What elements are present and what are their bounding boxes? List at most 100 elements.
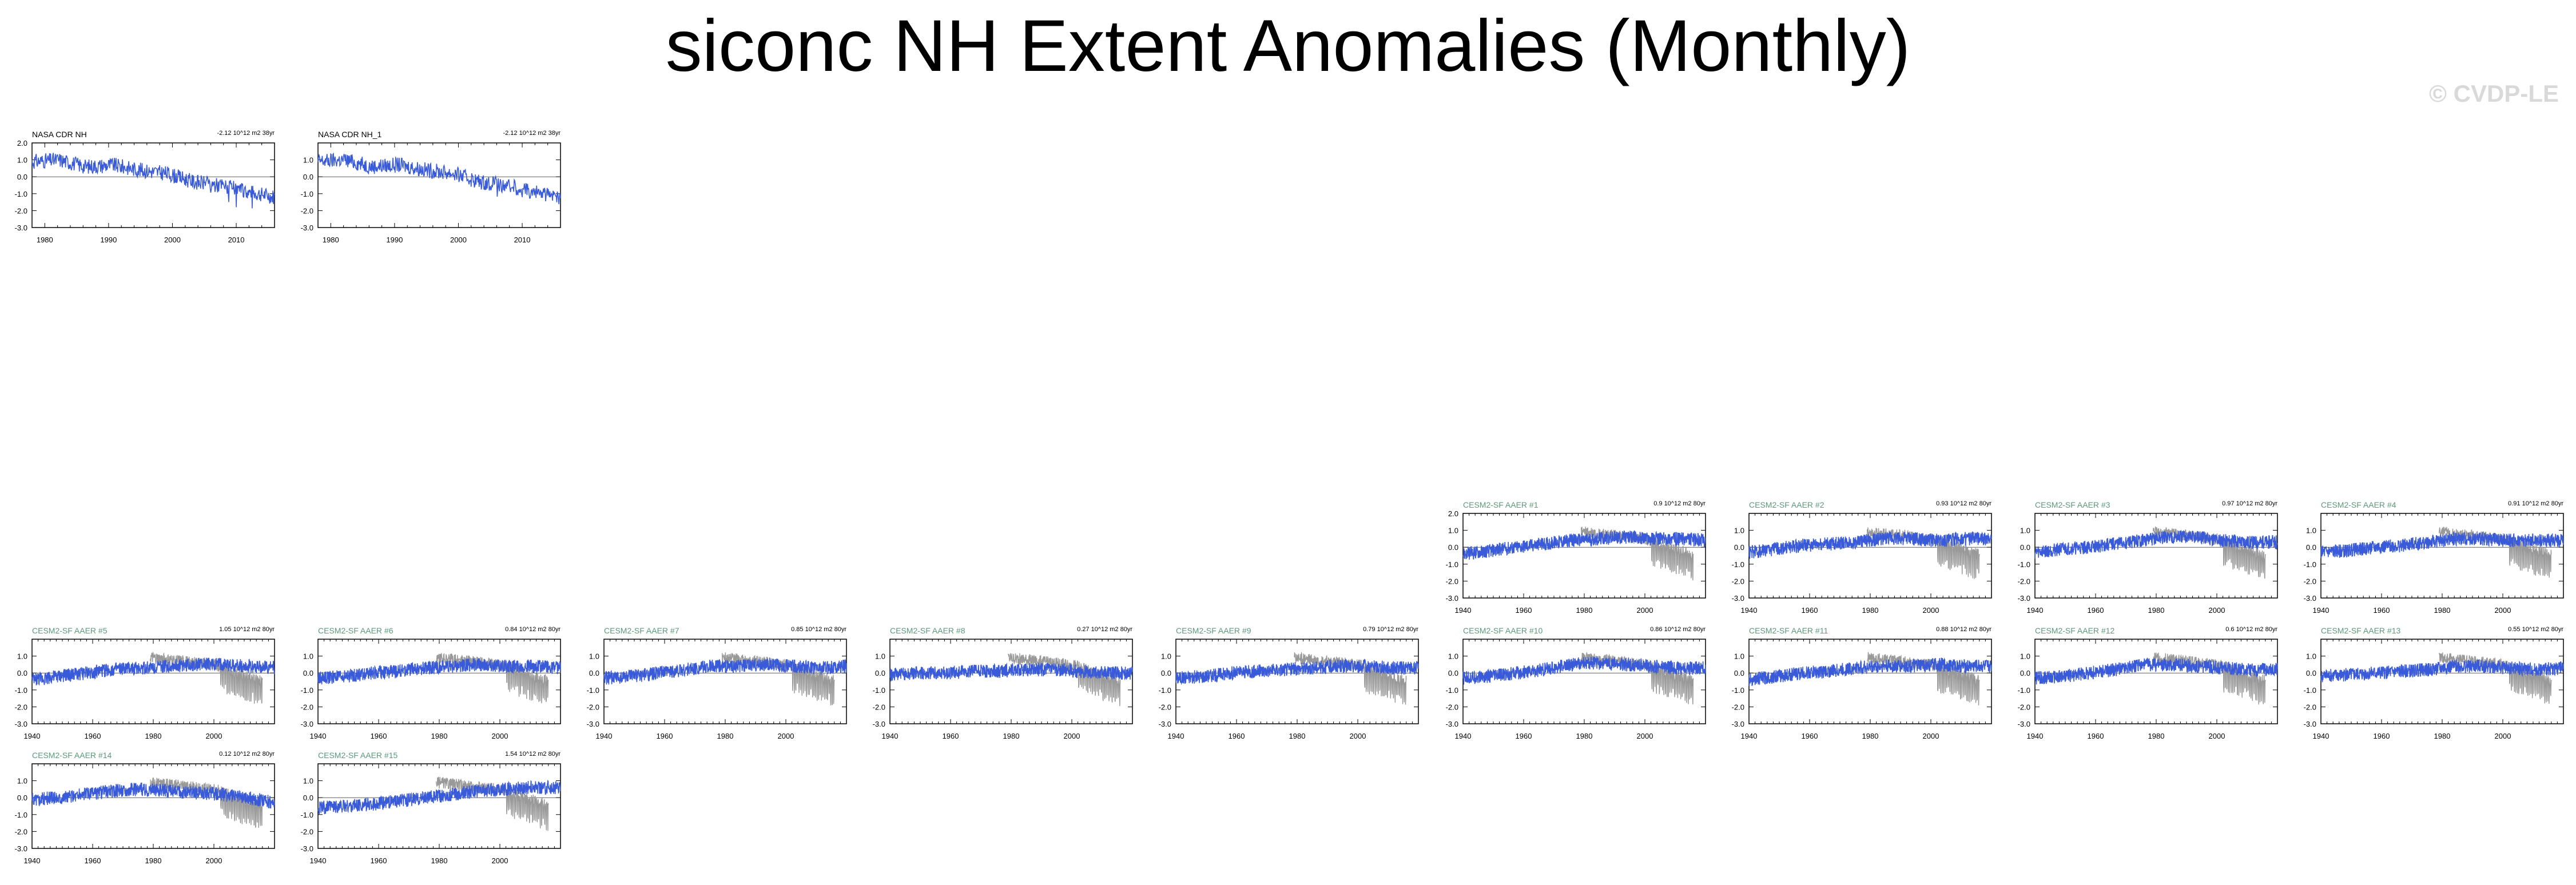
trend-label: 0.88 10^12 m2 80yr [1936,626,1991,633]
panel-7: CESM2-SF AAER #5 1.05 10^12 m2 80yr1.00.0… [15,626,275,740]
panel-6: CESM2-SF AAER #4 0.91 10^12 m2 80yr1.00.0… [2304,500,2564,615]
x-tick-label: 1940 [1741,732,1758,740]
trend-label: 0.91 10^12 m2 80yr [2508,500,2563,507]
x-tick-label: 1980 [431,856,448,865]
x-tick-label: 1960 [2374,606,2390,615]
x-tick-label: 1940 [1455,732,1472,740]
y-tick-label: -2.0 [2018,703,2030,711]
y-tick-label: -2.0 [15,827,27,836]
y-tick-label: -1.0 [15,190,27,198]
panel-1: NASA CDR NH -2.12 10^12 m2 38yr 2.0 1.0 0.0 -… [15,130,275,244]
y-tick-label: -3.0 [15,224,27,232]
y-tick-label: -3.0 [2304,594,2316,603]
x-tick-label: 1980 [2148,732,2165,740]
x-tick-label: 1960 [1516,606,1532,615]
y-tick-label: 1.0 [303,156,313,165]
y-tick-label: -3.0 [1732,594,1744,603]
x-tick-label: 2000 [450,236,467,244]
panel-16: CESM2-SF AAER #14 0.12 10^12 m2 80yr 1.0 0.… [15,751,275,865]
x-tick-label: 1980 [145,732,162,740]
obs-overlay-line [1008,653,1120,707]
x-tick-label: 1980 [37,236,53,244]
y-tick-label: 0.0 [303,669,313,677]
y-tick-label: 1.0 [2020,527,2030,535]
y-tick-label: -2.0 [1732,703,1744,711]
panel-10: CESM2-SF AAER #8 0.27 10^12 m2 80yr1.00.0… [873,626,1133,740]
y-tick-label: -1.0 [15,686,27,695]
panel-title: CESM2-SF AAER #11 [1749,626,1828,635]
y-tick-label: -3.0 [587,720,599,728]
x-tick-label: 1990 [386,236,403,244]
panel-14: CESM2-SF AAER #12 0.6 10^12 m2 80yr1.00.0… [2018,626,2278,740]
panel-title: NASA CDR NH_1 [318,130,381,139]
x-tick-label: 2000 [164,236,181,244]
y-tick-label: -3.0 [2304,720,2316,728]
trend-label: 0.12 10^12 m2 80yr [219,751,275,758]
y-tick-label: -1.0 [301,190,313,198]
y-tick-label: -3.0 [2018,594,2030,603]
obs-overlay-line [1867,652,1979,705]
x-tick-label: 1980 [1862,732,1879,740]
trend-label: 0.9 10^12 m2 80yr [1653,500,1706,507]
y-tick-label: -1.0 [1159,686,1171,695]
x-tick-label: 1990 [100,236,117,244]
x-tick-label: 1960 [1516,732,1532,740]
panel-title: CESM2-SF AAER #14 [32,751,112,760]
panel-13: CESM2-SF AAER #11 0.88 10^12 m2 80yr 1.0 0.… [1732,626,1992,740]
x-tick-label: 1980 [1289,732,1306,740]
x-tick-label: 1940 [310,732,327,740]
y-tick-label: 0.0 [2020,669,2030,677]
x-tick-label: 1940 [882,732,899,740]
x-tick-label: 1940 [2313,606,2329,615]
trend-label: 0.27 10^12 m2 80yr [1077,626,1132,633]
y-tick-label: -1.0 [301,686,313,695]
x-tick-label: 1940 [310,856,327,865]
x-tick-label: 1940 [596,732,613,740]
x-tick-label: 1940 [1168,732,1184,740]
y-tick-label: 1.0 [2020,652,2030,661]
y-tick-label: 0.0 [17,669,27,677]
panel-title: NASA CDR NH [32,130,87,139]
panel-11: CESM2-SF AAER #9 0.79 10^12 m2 80yr 1.0 0.0… [1159,626,1419,740]
y-tick-label: 0.0 [1448,543,1458,552]
y-tick-label: -2.0 [1159,703,1171,711]
x-tick-label: 2000 [1923,732,1939,740]
panel-4: CESM2-SF AAER #2 0.93 10^12 m2 80yr1.00.0… [1732,500,1992,615]
y-tick-label: 0.0 [2306,543,2316,552]
trend-label: 0.85 10^12 m2 80yr [791,626,846,633]
x-tick-label: 1980 [2434,606,2451,615]
y-tick-label: 1.0 [1448,527,1458,535]
panel-title: CESM2-SF AAER #13 [2321,626,2400,635]
y-tick-label: 1.0 [1161,652,1171,661]
panel-3: CESM2-SF AAER #1 0.9 10^12 m2 80yr2.01.00… [1446,500,1706,615]
y-tick-label: 0.0 [875,669,885,677]
x-tick-label: 1940 [2027,606,2044,615]
y-tick-label: -1.0 [2018,686,2030,695]
x-tick-label: 1960 [85,856,101,865]
x-tick-label: 1940 [24,856,41,865]
y-tick-label: -1.0 [15,811,27,819]
x-tick-label: 1940 [1741,606,1758,615]
y-tick-label: -3.0 [1446,594,1458,603]
y-tick-label: -1.0 [2304,686,2316,695]
y-tick-label: -2.0 [301,206,313,215]
y-tick-label: -3.0 [2018,720,2030,728]
x-tick-label: 1980 [145,856,162,865]
y-tick-label: -1.0 [1446,686,1458,695]
y-tick-label: -2.0 [1446,703,1458,711]
x-tick-label: 2000 [2209,732,2225,740]
trend-label: -2.12 10^12 m2 38yr [503,130,560,137]
y-tick-label: -3.0 [15,720,27,728]
x-tick-label: 2000 [1350,732,1366,740]
y-tick-label: -3.0 [1159,720,1171,728]
y-tick-label: 1.0 [303,777,313,786]
x-tick-label: 1980 [717,732,734,740]
panel-8: CESM2-SF AAER #6 0.84 10^12 m2 80yr1.00.0… [301,626,561,740]
y-tick-label: -2.0 [15,206,27,215]
y-tick-label: -3.0 [301,844,313,853]
panel-title: CESM2-SF AAER #5 [32,626,108,635]
panel-5: CESM2-SF AAER #3 0.97 10^12 m2 80yr 1.0 0.0… [2018,500,2278,615]
trend-label: 0.86 10^12 m2 80yr [1650,626,1706,633]
y-tick-label: -2.0 [301,827,313,836]
